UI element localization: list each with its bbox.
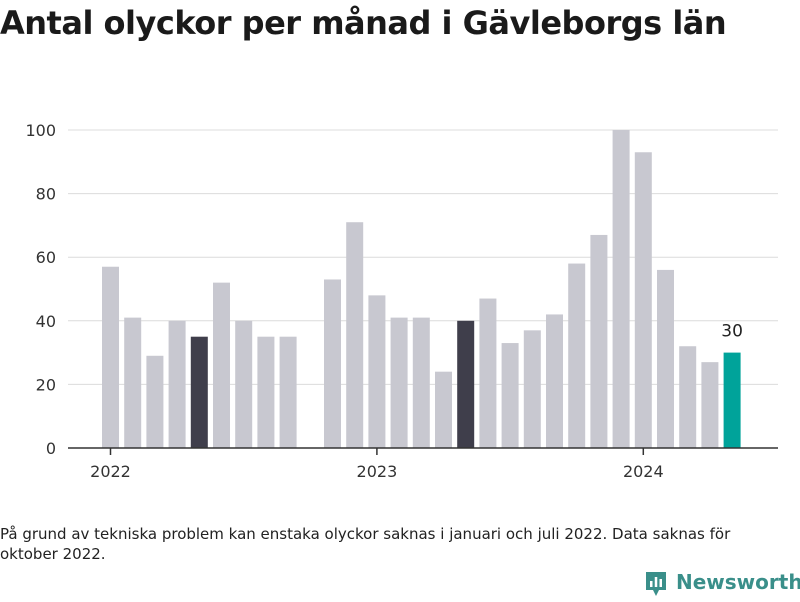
bar [257, 336, 275, 448]
bar [701, 362, 719, 448]
bar [190, 336, 208, 448]
bar [501, 343, 519, 448]
bar [590, 234, 608, 448]
bar [235, 320, 253, 448]
y-tick-label: 100 [25, 121, 56, 140]
bar [612, 130, 630, 448]
x-tick-label: 2023 [357, 462, 398, 481]
bar [346, 222, 364, 448]
chart-title: Antal olyckor per månad i Gävleborgs län [0, 4, 727, 42]
y-tick-label: 60 [36, 248, 56, 267]
bar [324, 279, 341, 448]
bar [168, 320, 186, 448]
y-tick-label: 0 [46, 439, 56, 458]
data-label: 30 [721, 322, 743, 342]
x-tick-label: 2022 [90, 462, 131, 481]
bar [546, 314, 563, 448]
bar [634, 152, 652, 448]
newsworthy-logo-icon [644, 570, 668, 596]
bar [457, 320, 475, 448]
bar [723, 352, 741, 448]
bar [412, 317, 430, 448]
bar [368, 295, 386, 448]
bar [279, 336, 297, 448]
newsworthy-logo-text: Newsworthy [676, 570, 800, 594]
bar [523, 330, 541, 448]
y-tick-label: 20 [36, 375, 56, 394]
bar [213, 282, 230, 448]
bar [390, 317, 408, 448]
bar [479, 298, 497, 448]
bar [146, 355, 164, 448]
bar [124, 317, 142, 448]
newsworthy-logo[interactable]: Newsworthy [644, 570, 800, 596]
y-tick-label: 40 [36, 312, 56, 331]
bar [679, 346, 697, 448]
x-tick-label: 2024 [623, 462, 664, 481]
bar [657, 269, 674, 448]
bar [568, 263, 586, 448]
bar [435, 371, 452, 448]
y-tick-label: 80 [36, 185, 56, 204]
footnote: På grund av tekniska problem kan enstaka… [0, 525, 731, 563]
bar-chart: 0 20 40 60 80 100 2022 2023 2024 30 [25, 121, 778, 481]
bar [102, 266, 119, 448]
